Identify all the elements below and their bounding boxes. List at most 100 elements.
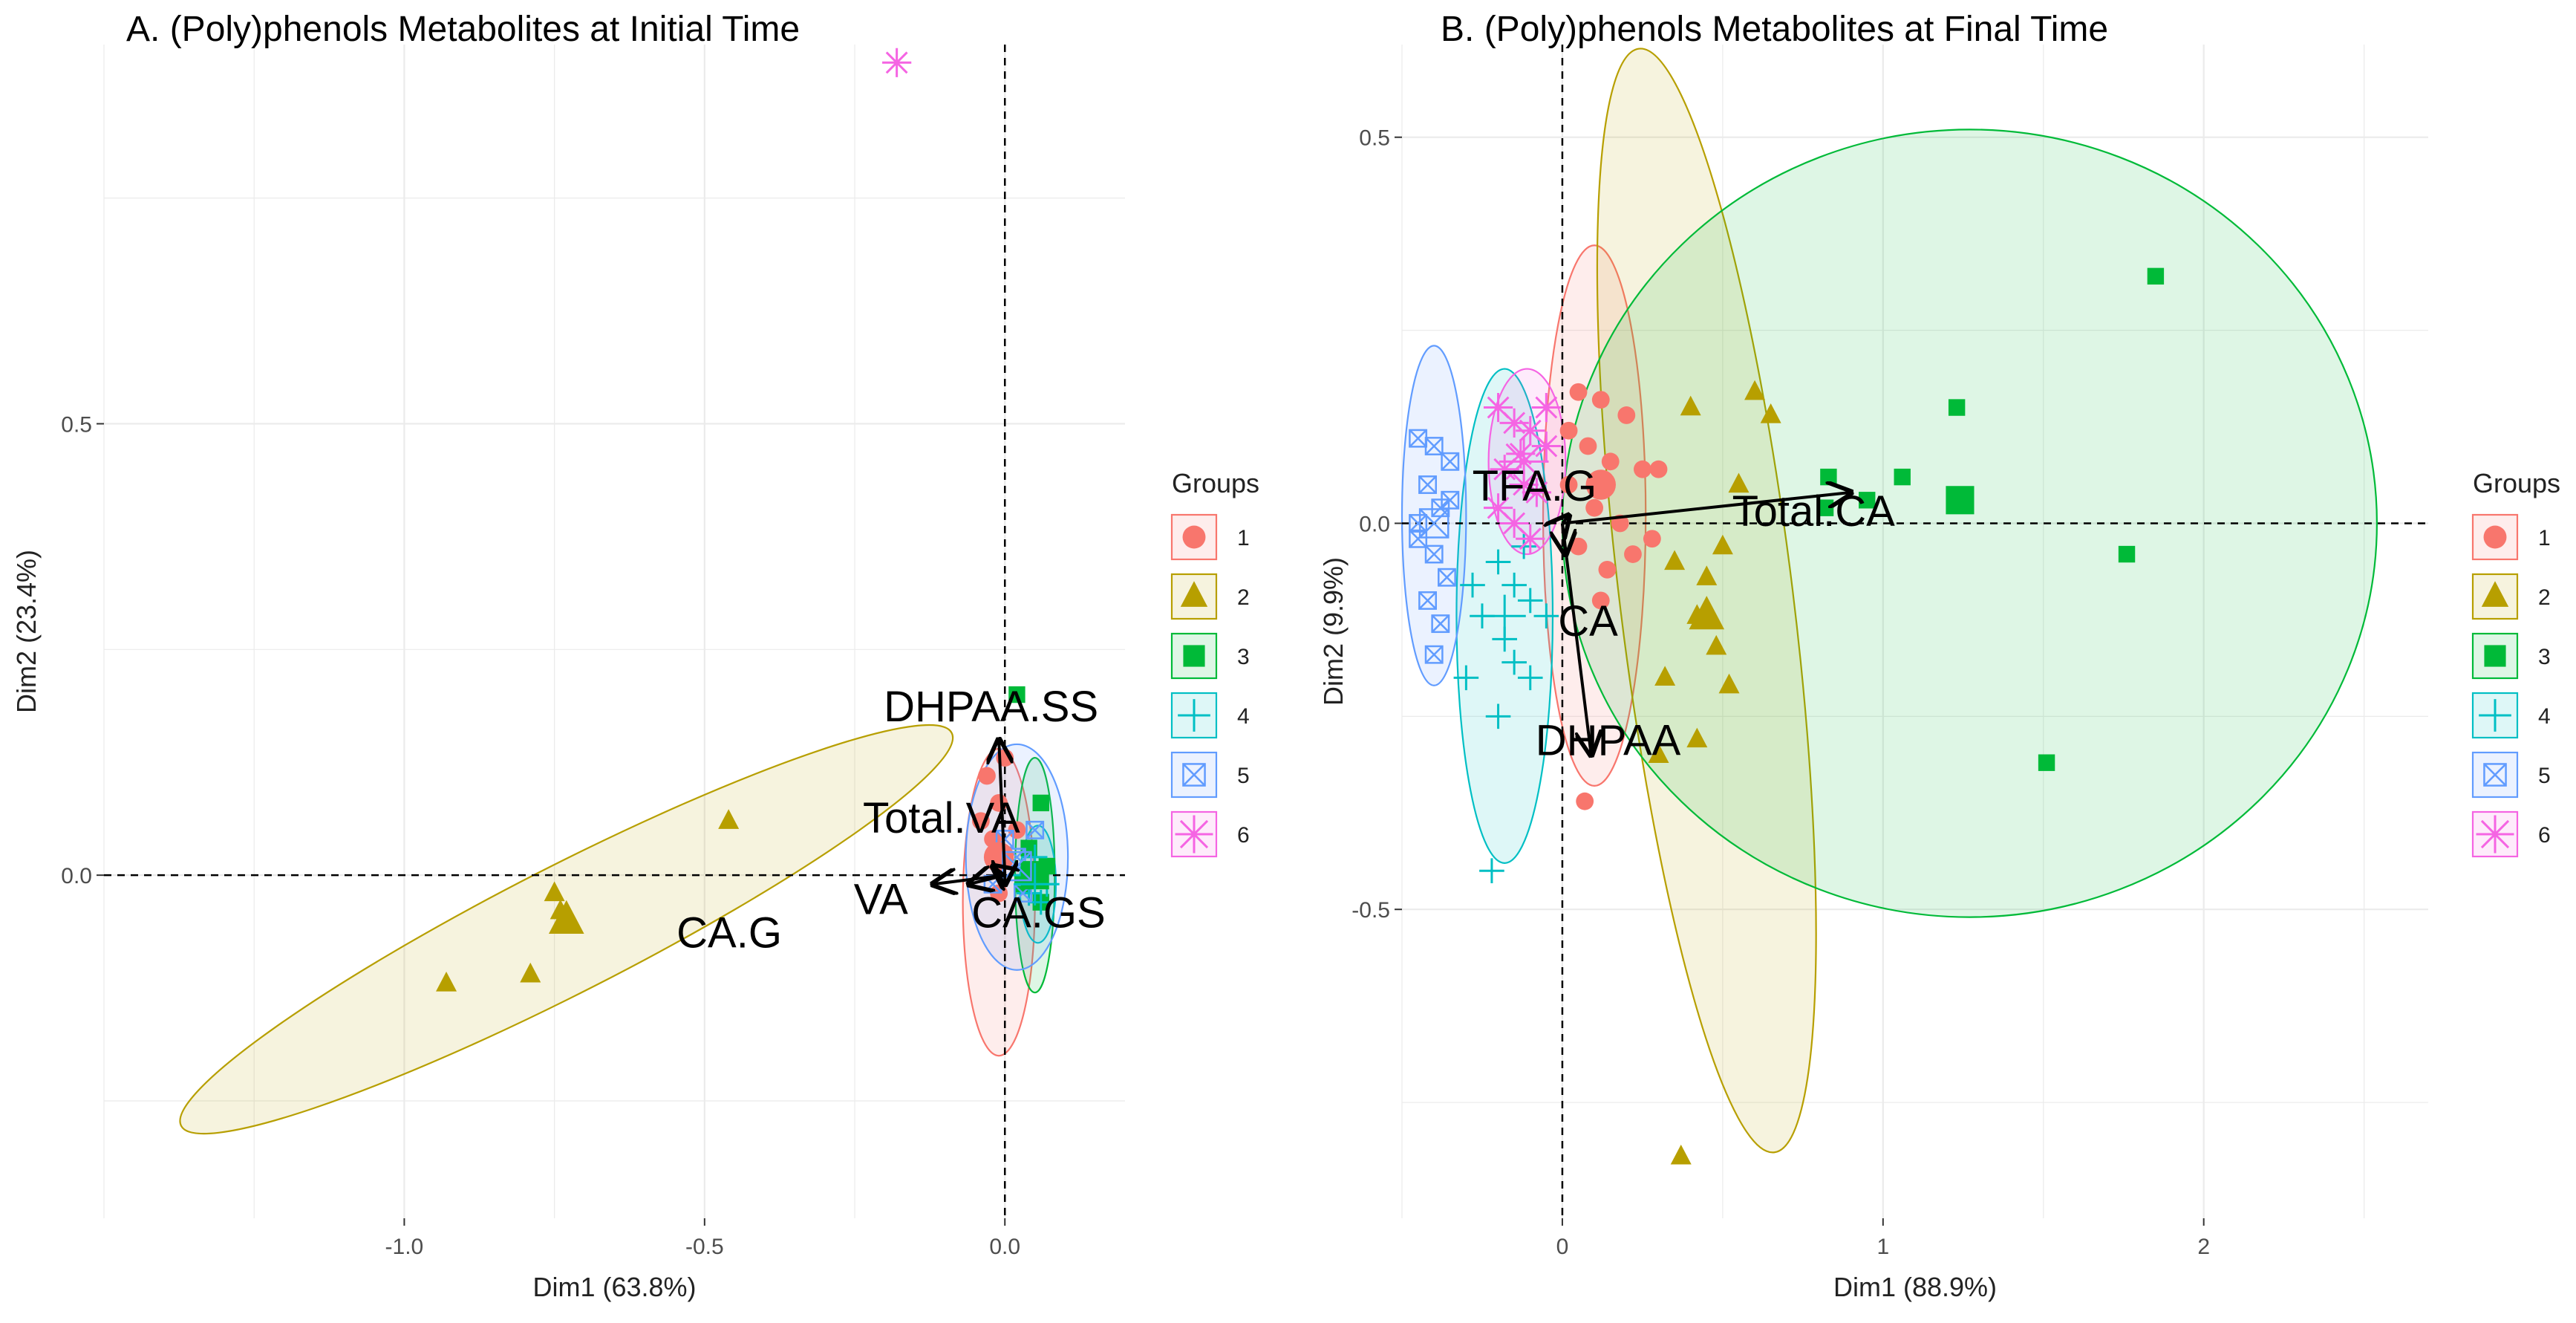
point-group-2 bbox=[1712, 534, 1733, 555]
legend-marker-6 bbox=[2476, 815, 2514, 854]
point-group-3 bbox=[1032, 794, 1049, 812]
point-group-2 bbox=[1654, 666, 1676, 686]
point-group-3 bbox=[2038, 754, 2055, 771]
vector-label: CA bbox=[1558, 597, 1618, 646]
point-group-4 bbox=[1479, 858, 1504, 884]
point-group-2 bbox=[1706, 634, 1727, 655]
legend-label-6: 6 bbox=[1237, 823, 1250, 848]
x-tick-label: -1.0 bbox=[385, 1235, 424, 1259]
legend-marker-6 bbox=[1175, 815, 1213, 854]
point-group-2 bbox=[718, 809, 740, 829]
vector-label: Total.VA bbox=[863, 794, 1020, 842]
x-tick-label: 0 bbox=[1556, 1235, 1569, 1259]
centroid-group-3 bbox=[1946, 486, 1975, 515]
legend-marker-2 bbox=[1180, 581, 1208, 607]
point-group-1 bbox=[1559, 475, 1578, 494]
point-group-2 bbox=[436, 972, 457, 992]
point-group-1 bbox=[1617, 406, 1636, 424]
point-group-5 bbox=[1418, 591, 1437, 610]
legend-label-2: 2 bbox=[2538, 585, 2551, 610]
legend-marker-5 bbox=[2483, 763, 2507, 787]
point-group-4 bbox=[1517, 588, 1543, 614]
point-group-5 bbox=[1025, 820, 1045, 839]
centroid-group-4 bbox=[1014, 862, 1057, 906]
y-tick-label: 0.5 bbox=[61, 412, 92, 437]
y-axis-title: Dim2 (9.9%) bbox=[1318, 557, 1349, 706]
point-group-4 bbox=[1453, 665, 1479, 691]
point-group-3 bbox=[1008, 686, 1025, 703]
point-group-4 bbox=[1501, 572, 1527, 598]
centroid-group-4 bbox=[1483, 594, 1526, 637]
x-axis-title: Dim1 (63.8%) bbox=[532, 1272, 696, 1302]
x-axis-title: Dim1 (88.9%) bbox=[1833, 1272, 1997, 1302]
point-group-2 bbox=[1664, 550, 1686, 571]
chart-title: B. (Poly)phenols Metabolites at Final Ti… bbox=[1441, 10, 2108, 49]
x-tick-label: 0.0 bbox=[989, 1235, 1020, 1259]
point-group-1 bbox=[978, 767, 996, 785]
point-group-1 bbox=[1585, 498, 1604, 517]
point-group-5 bbox=[1441, 490, 1460, 510]
point-group-5 bbox=[1424, 645, 1444, 664]
y-tick-label: 0.0 bbox=[61, 864, 92, 888]
vector-arrow bbox=[999, 740, 1005, 876]
legend-marker-3 bbox=[1183, 645, 1205, 667]
point-group-4 bbox=[1028, 889, 1054, 915]
point-group-1 bbox=[1649, 460, 1668, 478]
point-group-1 bbox=[1569, 383, 1588, 401]
legend-label-4: 4 bbox=[1237, 704, 1250, 729]
vector-label: CA.G bbox=[676, 908, 782, 957]
legend-label-1: 1 bbox=[1237, 526, 1250, 550]
legend-label-4: 4 bbox=[2538, 704, 2551, 729]
x-tick-label: -0.5 bbox=[685, 1235, 724, 1259]
point-group-1 bbox=[1598, 560, 1617, 579]
point-group-5 bbox=[1418, 475, 1437, 494]
point-group-2 bbox=[544, 881, 565, 902]
point-group-5 bbox=[1424, 545, 1444, 564]
y-tick-label: 0.0 bbox=[1359, 512, 1390, 536]
legend-label-3: 3 bbox=[2538, 645, 2551, 669]
point-group-3 bbox=[1859, 492, 1876, 509]
point-group-1 bbox=[1591, 591, 1610, 610]
centroid-group-2 bbox=[1689, 596, 1725, 630]
point-group-6 bbox=[1490, 455, 1519, 484]
point-group-3 bbox=[1820, 468, 1837, 486]
legend: Groups 1 2 3 4 5 6 bbox=[2471, 468, 2560, 858]
point-group-2 bbox=[1744, 380, 1766, 400]
x-tick-label: 1 bbox=[1876, 1235, 1889, 1259]
vector-arrow bbox=[1562, 493, 1851, 525]
legend-label-3: 3 bbox=[1237, 645, 1250, 669]
point-group-2 bbox=[1760, 403, 1781, 423]
legend: Groups 1 2 3 4 5 6 bbox=[1170, 468, 1259, 858]
variable-vectors: DHPAA.SS Total.VA VA CA.G CA.GS bbox=[676, 683, 1106, 957]
point-group-1 bbox=[1634, 460, 1651, 478]
point-group-4 bbox=[1501, 649, 1527, 675]
point-group-2 bbox=[1728, 472, 1750, 493]
vector-label: Total.CA bbox=[1732, 487, 1896, 536]
legend-label-6: 6 bbox=[2538, 823, 2551, 848]
point-group-4 bbox=[1460, 572, 1485, 598]
vector-label: VA bbox=[854, 875, 908, 923]
point-group-6 bbox=[1499, 508, 1529, 539]
data-points bbox=[1409, 267, 2165, 1165]
point-group-2 bbox=[520, 962, 541, 983]
confidence-ellipses bbox=[1401, 48, 2378, 1154]
y-tick-label: 0.5 bbox=[1359, 126, 1390, 151]
legend-title: Groups bbox=[2473, 468, 2560, 498]
legend-marker-2 bbox=[2481, 581, 2509, 607]
legend-label-5: 5 bbox=[2538, 764, 2551, 788]
point-group-4 bbox=[1517, 665, 1543, 691]
legend-marker-4 bbox=[2479, 699, 2511, 732]
point-group-6 bbox=[1506, 439, 1536, 469]
legend-marker-3 bbox=[2484, 645, 2506, 667]
legend-marker-1 bbox=[2483, 525, 2507, 549]
legend-label-1: 1 bbox=[2538, 526, 2551, 550]
y-axis-title: Dim2 (23.4%) bbox=[11, 550, 42, 713]
point-group-6 bbox=[1499, 408, 1529, 438]
point-group-1 bbox=[1559, 421, 1578, 440]
panel-b: TFA.G Total.CA CA DHPAA 0 1 2 -0.5 0.0 0.5 B. (Pol… bbox=[1318, 10, 2560, 1302]
point-group-6 bbox=[1483, 392, 1513, 423]
legend-label-5: 5 bbox=[1237, 764, 1250, 788]
confidence-ellipses bbox=[179, 724, 1069, 1135]
centroid-group-6 bbox=[1499, 436, 1549, 487]
